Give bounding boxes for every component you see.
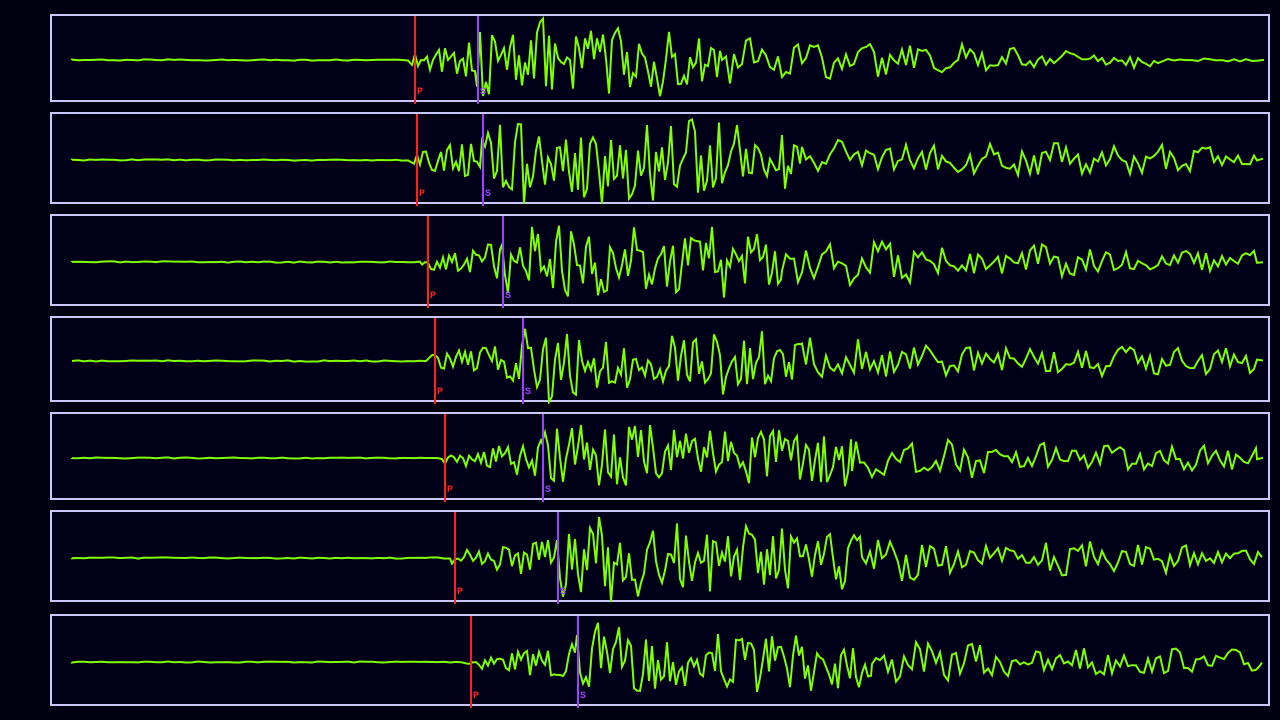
seismic-channel: BSSO HHZ P S [0, 110, 1280, 206]
waveform-panel: P S [50, 14, 1270, 102]
seismic-channel: MIDA HHZ P S [0, 314, 1280, 404]
seismic-channel: SACR HHZ P S [0, 12, 1280, 104]
s-wave-label: S [525, 387, 531, 398]
waveform-trace [52, 318, 1272, 404]
waveform-panel: P S [50, 316, 1270, 402]
waveform-panel: P S [50, 412, 1270, 500]
p-wave-marker [434, 318, 436, 404]
seismic-channel: PAOL HHZ P S [0, 508, 1280, 604]
waveform-trace [52, 16, 1272, 104]
p-wave-label: P [457, 587, 463, 598]
seismic-channel: PIGN HHZ P S [0, 212, 1280, 308]
waveform-trace [52, 114, 1272, 206]
waveform-trace [52, 616, 1272, 708]
waveform-trace [52, 512, 1272, 604]
waveform-panel: P S [50, 510, 1270, 602]
s-wave-label: S [505, 291, 511, 302]
s-wave-label: S [480, 87, 486, 98]
s-wave-label: S [580, 691, 586, 702]
waveform-trace [52, 414, 1272, 502]
seismic-channel: CESI HHZ P S [0, 612, 1280, 708]
p-wave-marker [470, 616, 472, 708]
s-wave-label: S [560, 587, 566, 598]
p-wave-marker [444, 414, 446, 502]
s-wave-marker [502, 216, 504, 308]
p-wave-marker [416, 114, 418, 206]
waveform-trace [52, 216, 1272, 308]
waveform-panel: P S [50, 614, 1270, 706]
s-wave-marker [477, 16, 479, 104]
seismic-channel: PSB1 HHZ P S [0, 410, 1280, 502]
s-wave-marker [577, 616, 579, 708]
seismograph-display: SACR HHZ P S BSSO HHZ P S [0, 0, 1280, 720]
s-wave-marker [482, 114, 484, 206]
p-wave-label: P [437, 387, 443, 398]
s-wave-label: S [545, 485, 551, 496]
s-wave-marker [557, 512, 559, 604]
p-wave-label: P [447, 485, 453, 496]
p-wave-label: P [430, 291, 436, 302]
p-wave-marker [414, 16, 416, 104]
p-wave-label: P [419, 189, 425, 200]
s-wave-marker [522, 318, 524, 404]
waveform-panel: P S [50, 112, 1270, 204]
p-wave-label: P [473, 691, 479, 702]
waveform-panel: P S [50, 214, 1270, 306]
p-wave-label: P [417, 87, 423, 98]
p-wave-marker [454, 512, 456, 604]
p-wave-marker [427, 216, 429, 308]
s-wave-marker [542, 414, 544, 502]
s-wave-label: S [485, 189, 491, 200]
